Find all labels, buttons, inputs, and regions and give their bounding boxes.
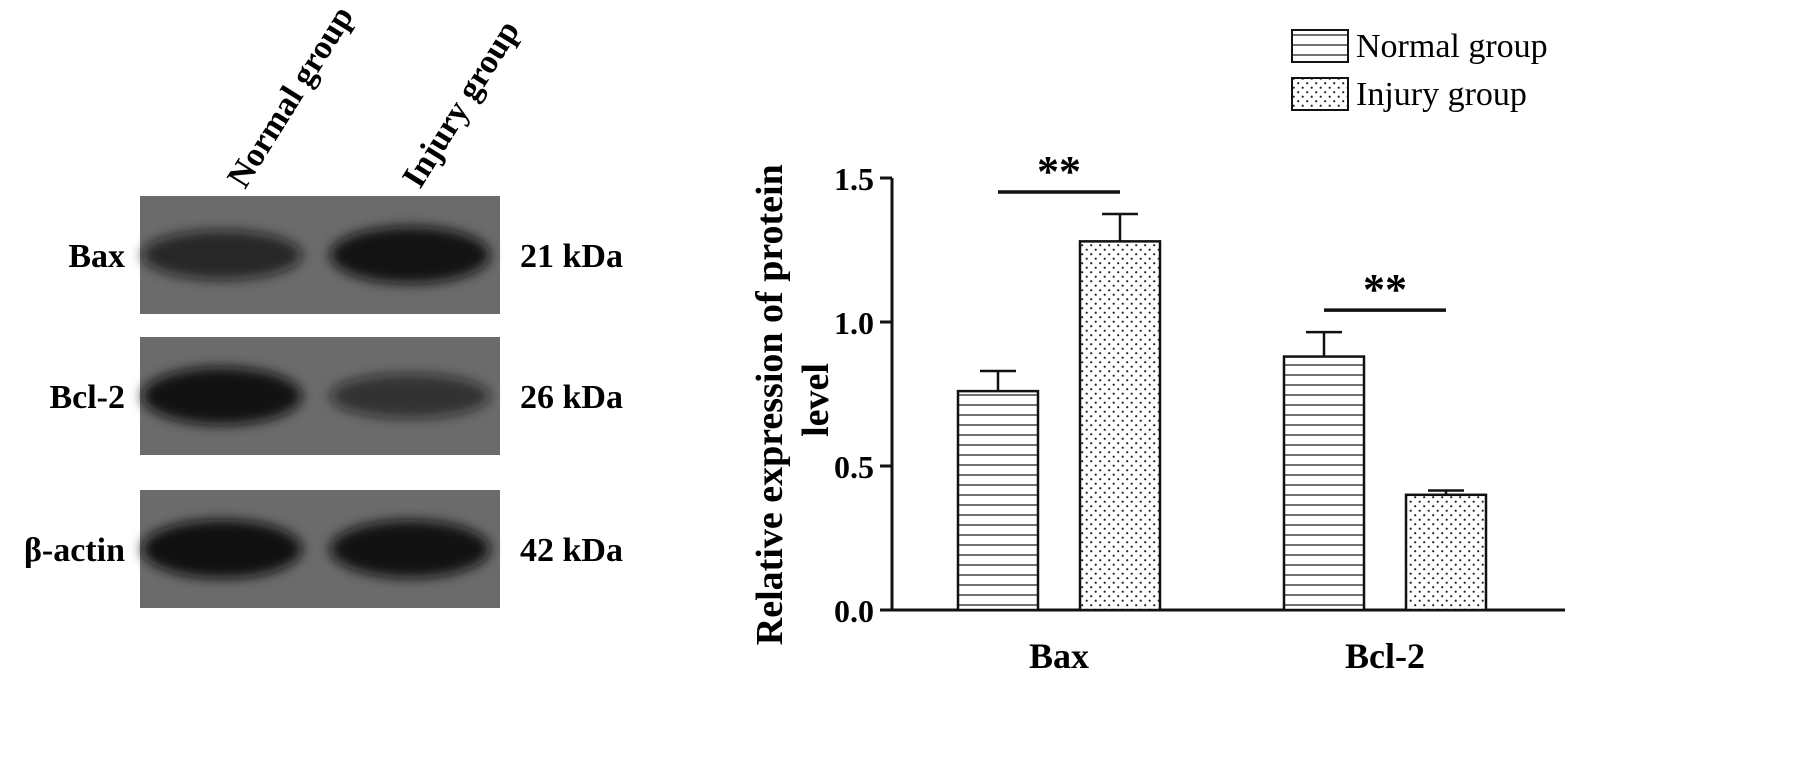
blot-row-bax: Bax 21 kDa bbox=[68, 196, 623, 314]
chart-bars bbox=[956, 212, 1488, 612]
significance-annotations: ** ** bbox=[998, 147, 1446, 314]
bar-bcl-2-normal-group bbox=[1282, 330, 1366, 612]
blot-band bbox=[142, 230, 302, 280]
protein-label: Bax bbox=[68, 238, 125, 275]
x-tick-label-bcl-2: Bcl-2 bbox=[1345, 636, 1425, 676]
legend: Normal group Injury group bbox=[1291, 28, 1548, 113]
bar-bax-injury-group bbox=[1078, 212, 1162, 612]
molecular-weight-label: 26 kDa bbox=[520, 379, 623, 416]
blot-band bbox=[330, 520, 490, 578]
legend-item-injury-group: Injury group bbox=[1291, 76, 1527, 113]
protein-label: β-actin bbox=[24, 532, 125, 569]
bar-chart-panel: Relative expression of protein level 0.0… bbox=[749, 28, 1565, 676]
lane-label-injury: Injury group bbox=[395, 14, 527, 194]
legend-label: Normal group bbox=[1356, 28, 1548, 65]
legend-swatch bbox=[1291, 29, 1349, 63]
bar-bcl-2-injury-group bbox=[1404, 489, 1488, 612]
blot-row-bcl-2: Bcl-2 26 kDa bbox=[49, 337, 623, 455]
bar-bax-normal-group bbox=[956, 369, 1040, 612]
legend-item-normal-group: Normal group bbox=[1291, 28, 1548, 65]
legend-swatch bbox=[1291, 77, 1349, 111]
bar-rect bbox=[1404, 493, 1488, 612]
y-tick-label: 0.0 bbox=[834, 593, 874, 629]
significance-label-bcl-2: ** bbox=[1363, 265, 1407, 314]
blot-band bbox=[330, 373, 490, 419]
molecular-weight-label: 21 kDa bbox=[520, 238, 623, 275]
bar-rect bbox=[1078, 240, 1162, 612]
protein-label: Bcl-2 bbox=[49, 379, 125, 416]
y-axis-title-line1: Relative expression of protein bbox=[749, 164, 791, 645]
y-axis-title: Relative expression of protein level bbox=[749, 155, 837, 645]
blot-band bbox=[142, 519, 302, 579]
molecular-weight-label: 42 kDa bbox=[520, 532, 623, 569]
bar-rect bbox=[1282, 355, 1366, 612]
lane-label-normal: Normal group bbox=[220, 0, 361, 194]
y-tick-label: 1.5 bbox=[834, 161, 874, 197]
blot-band bbox=[142, 367, 302, 425]
y-tick-label: 0.5 bbox=[834, 449, 874, 485]
y-axis-title-line2: level bbox=[795, 363, 837, 437]
blot-band bbox=[330, 226, 490, 284]
x-tick-label-bax: Bax bbox=[1029, 636, 1089, 676]
bar-rect bbox=[956, 389, 1040, 612]
western-blot-panel: Normal group Injury group Bax 21 kDa Bcl-2… bbox=[24, 0, 623, 608]
significance-label-bax: ** bbox=[1037, 147, 1081, 196]
blot-row-actin: β-actin 42 kDa bbox=[24, 490, 623, 608]
legend-label: Injury group bbox=[1356, 76, 1527, 113]
y-tick-label: 1.0 bbox=[834, 305, 874, 341]
